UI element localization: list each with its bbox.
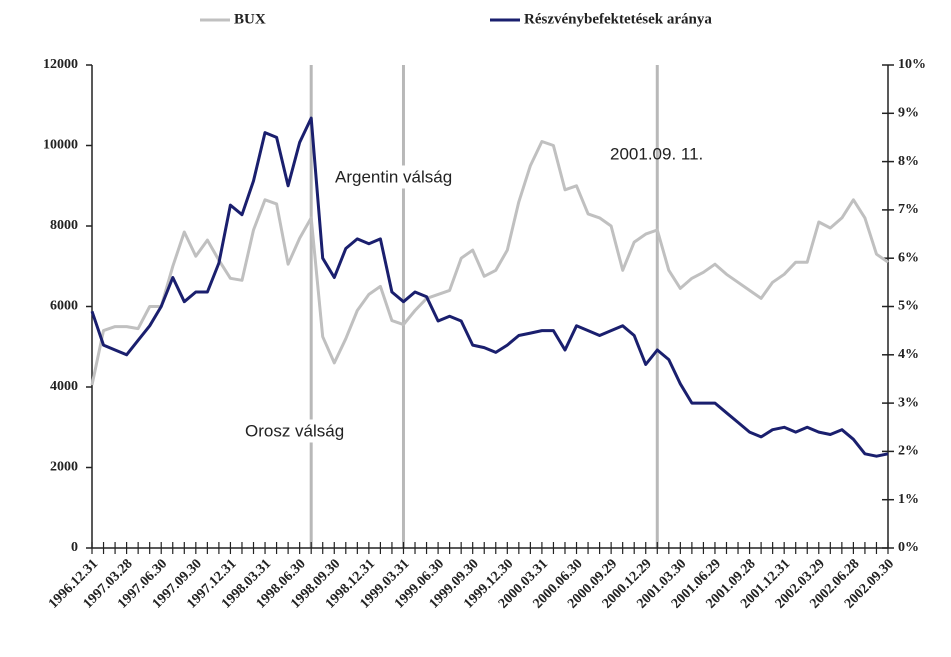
y2-tick-label: 9%	[898, 106, 919, 121]
y2-tick-label: 2%	[898, 444, 919, 459]
annotation: Orosz válság	[245, 421, 344, 440]
y2-tick-label: 6%	[898, 250, 919, 265]
y2-tick-label: 0%	[898, 540, 919, 555]
annotation: 2001.09. 11.	[610, 144, 703, 163]
annotation-bg	[242, 419, 348, 443]
legend-label: Részvénybefektetések aránya	[524, 11, 712, 27]
y-tick-label: 0	[71, 540, 78, 555]
y2-tick-label: 10%	[898, 57, 926, 72]
y-tick-label: 12000	[43, 57, 78, 72]
series-line	[90, 140, 889, 386]
y2-tick-label: 1%	[898, 492, 919, 507]
legend-label: BUX	[234, 11, 266, 27]
y2-tick-label: 3%	[898, 395, 919, 410]
y-tick-label: 6000	[50, 299, 78, 314]
y2-tick-label: 4%	[898, 347, 919, 362]
y2-tick-label: 8%	[898, 154, 919, 169]
annotation-bg	[332, 165, 456, 189]
series-line	[90, 116, 889, 458]
y-tick-label: 4000	[50, 379, 78, 394]
y-tick-label: 10000	[43, 138, 78, 153]
y-tick-label: 2000	[50, 460, 78, 475]
y-tick-label: 8000	[50, 218, 78, 233]
y2-tick-label: 7%	[898, 202, 919, 217]
annotation: Argentin válság	[335, 167, 452, 186]
y2-tick-label: 5%	[898, 299, 919, 314]
